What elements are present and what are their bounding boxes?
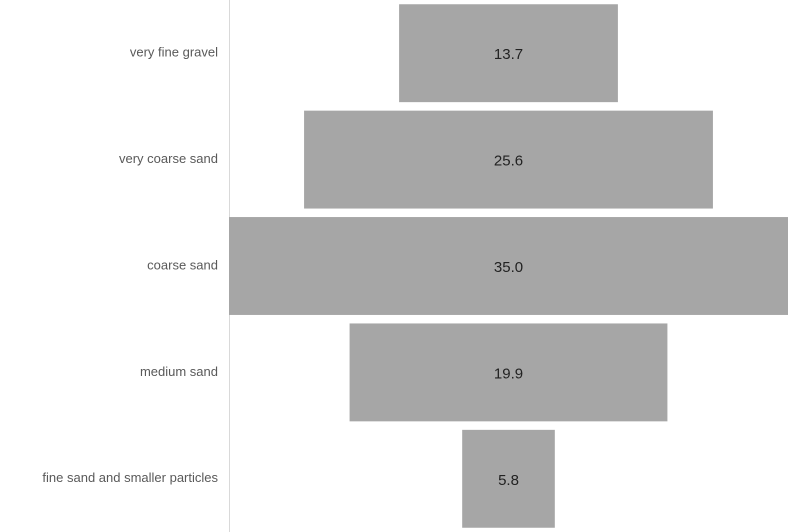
value-label: 13.7	[494, 46, 523, 63]
funnel-bar	[462, 429, 555, 528]
category-label: very coarse sand	[119, 151, 218, 166]
value-label: 25.6	[494, 153, 523, 170]
funnel-bar	[399, 4, 618, 103]
funnel-bar	[304, 110, 713, 209]
category-label: very fine gravel	[130, 45, 218, 60]
category-label: medium sand	[140, 364, 218, 379]
value-label: 19.9	[494, 365, 523, 382]
funnel-bar	[229, 217, 788, 315]
funnel-bar	[349, 323, 668, 422]
value-label: 5.8	[498, 472, 519, 489]
category-label: fine sand and smaller particles	[42, 470, 218, 485]
category-label: coarse sand	[147, 257, 218, 272]
value-label: 35.0	[494, 259, 523, 276]
